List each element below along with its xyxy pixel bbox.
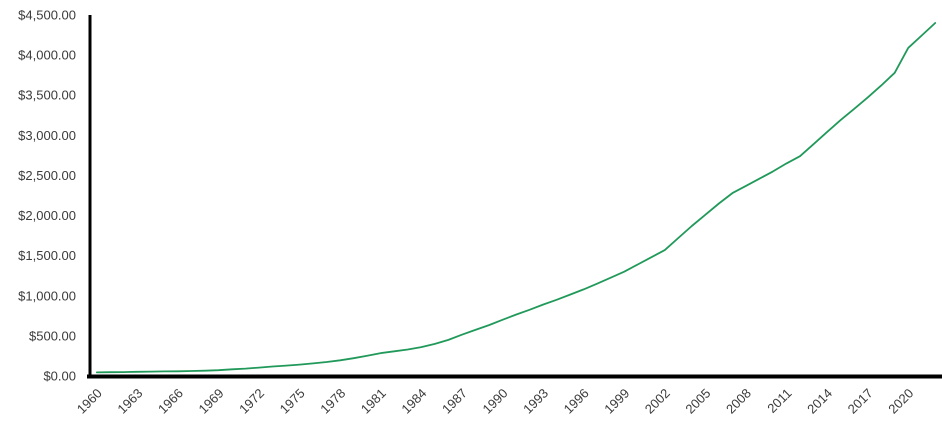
- y-axis-label: $500.00: [29, 328, 76, 343]
- y-axis-label: $0.00: [43, 369, 76, 384]
- y-axis-label: $1,000.00: [18, 288, 76, 303]
- x-axis-label: 2014: [804, 386, 835, 417]
- y-axis-label: $1,500.00: [18, 248, 76, 263]
- y-axis-label: $3,000.00: [18, 128, 76, 143]
- x-axis-label: 1996: [561, 386, 592, 417]
- x-axis-label: 1999: [601, 386, 632, 417]
- x-axis-label: 2002: [642, 386, 673, 417]
- x-axis-label: 1978: [317, 386, 348, 417]
- x-axis-label: 1987: [439, 386, 470, 417]
- y-axis-label: $2,500.00: [18, 168, 76, 183]
- x-axis-label: 1966: [155, 386, 186, 417]
- x-axis-label: 2005: [682, 386, 713, 417]
- y-axis-label: $3,500.00: [18, 88, 76, 103]
- x-axis-label: 1969: [196, 386, 227, 417]
- x-axis-label: 1975: [277, 386, 308, 417]
- x-axis-label: 1963: [114, 386, 145, 417]
- x-axis-label: 2017: [845, 386, 876, 417]
- data-line-series: [95, 22, 937, 374]
- y-axis-label: $4,000.00: [18, 48, 76, 63]
- x-axis-label: 2020: [885, 386, 916, 417]
- x-axis-label: 1993: [520, 386, 551, 417]
- x-axis-label: 1990: [480, 386, 511, 417]
- x-axis-label: 2008: [723, 386, 754, 417]
- x-axis-label: 2011: [764, 386, 794, 416]
- y-axis-label: $4,500.00: [18, 8, 76, 23]
- x-axis-label: 1984: [398, 386, 429, 417]
- y-axis-label: $2,000.00: [18, 208, 76, 223]
- x-axis-label: 1960: [74, 386, 105, 417]
- x-axis-line: [87, 374, 942, 379]
- y-axis-line: [88, 15, 92, 379]
- x-axis-label: 1981: [358, 386, 389, 417]
- x-axis-label: 1972: [236, 386, 267, 417]
